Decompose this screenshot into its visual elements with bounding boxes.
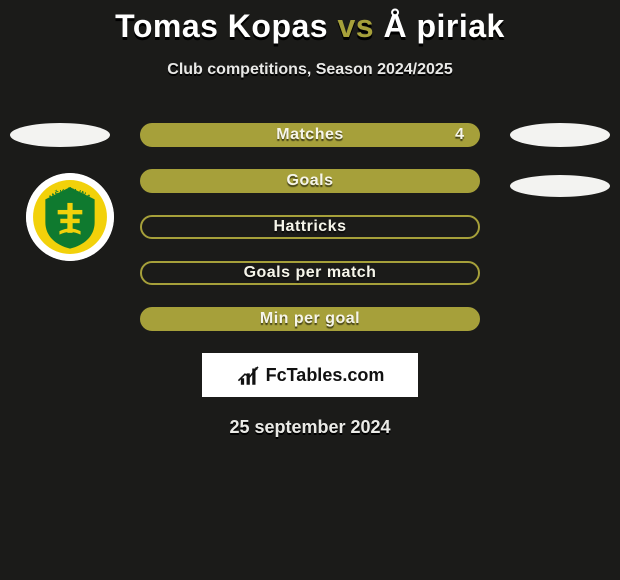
stat-row-hattricks: Hattricks bbox=[140, 215, 480, 239]
stat-row-min-per-goal: Min per goal bbox=[140, 307, 480, 331]
stat-value-right: 4 bbox=[455, 126, 464, 144]
stat-row-goals-per-match: Goals per match bbox=[140, 261, 480, 285]
stat-rows: Matches 4 Goals Hattricks Goals per matc… bbox=[140, 123, 480, 331]
player1-club-badge: MŠK ŽILINA bbox=[26, 173, 114, 261]
player2-club-placeholder bbox=[510, 175, 610, 197]
stat-row-goals: Goals bbox=[140, 169, 480, 193]
bar-chart-icon bbox=[236, 362, 262, 388]
comparison-content: MŠK ŽILINA Matches 4 Goals Hattricks Goa… bbox=[0, 123, 620, 438]
stat-label: Matches bbox=[276, 126, 344, 144]
stat-label: Goals per match bbox=[244, 264, 377, 282]
club-crest-icon: MŠK ŽILINA bbox=[26, 173, 114, 261]
player2-photo-placeholder bbox=[510, 123, 610, 147]
stat-label: Goals bbox=[287, 172, 334, 190]
stat-row-matches: Matches 4 bbox=[140, 123, 480, 147]
subtitle: Club competitions, Season 2024/2025 bbox=[0, 61, 620, 79]
source-logo-text: FcTables.com bbox=[266, 365, 385, 386]
title-player1: Tomas Kopas bbox=[115, 8, 328, 44]
page-title: Tomas Kopas vs Å piriak bbox=[0, 0, 620, 45]
title-vs: vs bbox=[337, 8, 374, 44]
stat-label: Hattricks bbox=[274, 218, 347, 236]
source-logo-card: FcTables.com bbox=[202, 353, 418, 397]
stat-label: Min per goal bbox=[260, 310, 360, 328]
date-line: 25 september 2024 bbox=[0, 417, 620, 438]
title-player2: Å piriak bbox=[383, 8, 504, 44]
player1-photo-placeholder bbox=[10, 123, 110, 147]
